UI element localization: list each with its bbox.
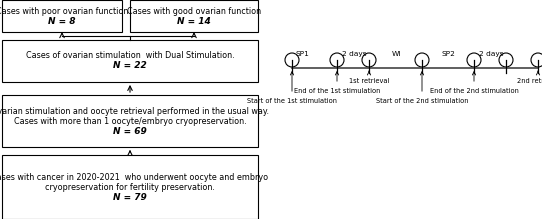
Circle shape <box>415 53 429 67</box>
Bar <box>2 0 122 32</box>
Text: 2nd retrieval: 2nd retrieval <box>517 78 542 84</box>
Text: cryopreservation for fertility preservation.: cryopreservation for fertility preservat… <box>45 182 215 191</box>
Text: N = 14: N = 14 <box>177 16 211 25</box>
Bar <box>2 95 258 147</box>
Text: N = 69: N = 69 <box>113 127 147 136</box>
Text: Cases with cancer in 2020-2021  who underwent oocyte and embryo: Cases with cancer in 2020-2021 who under… <box>0 173 269 182</box>
Circle shape <box>362 53 376 67</box>
Text: SP2: SP2 <box>441 51 455 57</box>
Text: Cases with poor ovarian function: Cases with poor ovarian function <box>0 7 128 16</box>
Circle shape <box>467 53 481 67</box>
Text: WI: WI <box>391 51 401 57</box>
Text: Cases with good ovarian function: Cases with good ovarian function <box>127 7 261 16</box>
Text: 1st retrieval: 1st retrieval <box>349 78 389 84</box>
Bar <box>130 0 258 32</box>
Text: End of the 2nd stimulation: End of the 2nd stimulation <box>430 88 519 94</box>
Text: Start of the 1st stimulation: Start of the 1st stimulation <box>247 98 337 104</box>
Bar <box>2 40 258 82</box>
Text: SP1: SP1 <box>295 51 309 57</box>
Circle shape <box>531 53 542 67</box>
Circle shape <box>285 53 299 67</box>
Text: N = 8: N = 8 <box>48 16 76 25</box>
Text: Cases of ovarian stimulation  with Dual Stimulation.: Cases of ovarian stimulation with Dual S… <box>25 51 234 60</box>
Text: N = 22: N = 22 <box>113 62 147 71</box>
Text: Ovarian stimulation and oocyte retrieval performed in the usual way.: Ovarian stimulation and oocyte retrieval… <box>0 106 269 115</box>
Bar <box>2 155 258 219</box>
Text: 2 days: 2 days <box>479 51 504 57</box>
Text: 2 days: 2 days <box>342 51 366 57</box>
Text: N = 79: N = 79 <box>113 193 147 201</box>
Text: End of the 1st stimulation: End of the 1st stimulation <box>294 88 380 94</box>
Text: Start of the 2nd stimulation: Start of the 2nd stimulation <box>376 98 468 104</box>
Circle shape <box>330 53 344 67</box>
Circle shape <box>499 53 513 67</box>
Text: Cases with more than 1 oocyte/embryo cryopreservation.: Cases with more than 1 oocyte/embryo cry… <box>14 117 246 125</box>
